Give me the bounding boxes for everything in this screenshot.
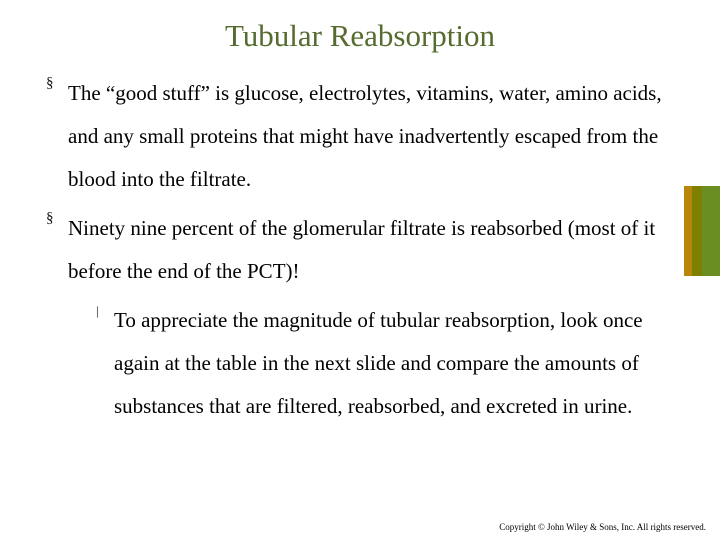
bullet-text: The “good stuff” is glucose, electrolyte… [68, 81, 662, 191]
bullet-item: Ninety nine percent of the glomerular fi… [40, 207, 680, 428]
sub-bullet-text: To appreciate the magnitude of tubular r… [114, 308, 643, 418]
sub-bullet-item: To appreciate the magnitude of tubular r… [68, 299, 680, 428]
bullet-list: The “good stuff” is glucose, electrolyte… [40, 72, 680, 428]
slide: Tubular Reabsorption The “good stuff” is… [0, 0, 720, 540]
copyright-text: Copyright © John Wiley & Sons, Inc. All … [499, 522, 706, 532]
bullet-text: Ninety nine percent of the glomerular fi… [68, 216, 655, 283]
bullet-item: The “good stuff” is glucose, electrolyte… [40, 72, 680, 201]
slide-title: Tubular Reabsorption [40, 18, 680, 54]
sub-bullet-list: To appreciate the magnitude of tubular r… [68, 299, 680, 428]
